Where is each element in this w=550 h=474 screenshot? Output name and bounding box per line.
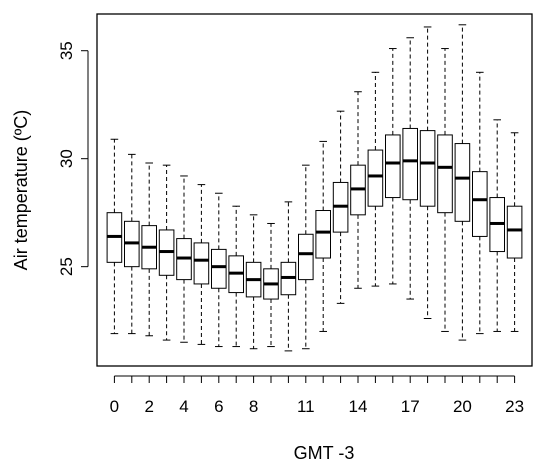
box-hour-17 — [402, 37, 418, 300]
box-hour-6 — [211, 192, 227, 348]
x-tick-label-0: 0 — [110, 397, 119, 416]
iqr-box — [437, 134, 453, 214]
plot-frame — [96, 13, 533, 367]
y-axis: 25 30 35 — [57, 41, 89, 276]
box-hour-22 — [489, 119, 505, 332]
x-tick-label-4: 4 — [179, 397, 188, 416]
iqr-box — [211, 248, 227, 289]
box-hour-7 — [228, 205, 244, 348]
box-hour-11 — [298, 164, 314, 350]
box-hour-3 — [158, 164, 175, 341]
box-hour-15 — [367, 71, 384, 287]
iqr-box — [402, 127, 418, 201]
y-tick-label-30: 30 — [57, 149, 76, 168]
y-tick-label-35: 35 — [57, 41, 76, 60]
iqr-box — [367, 149, 384, 207]
box-hour-9 — [263, 222, 279, 348]
y-axis-label: Air temperature (ºC) — [11, 110, 31, 271]
x-axis: 0 2 4 6 8 11 14 17 20 23 — [110, 375, 524, 416]
box-hour-19 — [437, 48, 453, 332]
box-hour-10 — [280, 201, 297, 352]
iqr-box — [298, 233, 314, 281]
iqr-box — [419, 130, 436, 207]
iqr-box — [385, 134, 401, 199]
iqr-box — [506, 205, 523, 259]
iqr-box — [315, 210, 331, 259]
box-hour-14 — [350, 91, 366, 289]
x-axis-label: GMT -3 — [294, 443, 355, 463]
box-hour-0 — [106, 138, 123, 335]
x-tick-label-6: 6 — [214, 397, 223, 416]
iqr-box — [193, 242, 210, 285]
iqr-box — [472, 171, 488, 237]
x-tick-label-8: 8 — [249, 397, 258, 416]
box-hour-21 — [472, 71, 488, 335]
box-hour-12 — [315, 140, 331, 332]
box-hour-2 — [141, 162, 157, 337]
box-hour-16 — [385, 48, 401, 285]
box-hour-1 — [124, 153, 140, 335]
x-tick-label-23: 23 — [505, 397, 524, 416]
box-hour-23 — [506, 132, 523, 332]
x-tick-label-2: 2 — [144, 397, 153, 416]
x-tick-label-14: 14 — [349, 397, 368, 416]
box-hour-4 — [176, 175, 192, 343]
box-hour-13 — [332, 110, 349, 304]
box-hour-18 — [419, 26, 436, 319]
box-hour-8 — [245, 214, 262, 350]
x-tick-label-20: 20 — [453, 397, 472, 416]
x-tick-label-17: 17 — [401, 397, 420, 416]
iqr-box — [454, 143, 471, 222]
box-hour-5 — [193, 184, 210, 345]
y-tick-label-25: 25 — [57, 257, 76, 276]
box-hour-20 — [454, 24, 471, 341]
x-tick-label-11: 11 — [297, 397, 315, 416]
boxes-group — [106, 24, 523, 352]
